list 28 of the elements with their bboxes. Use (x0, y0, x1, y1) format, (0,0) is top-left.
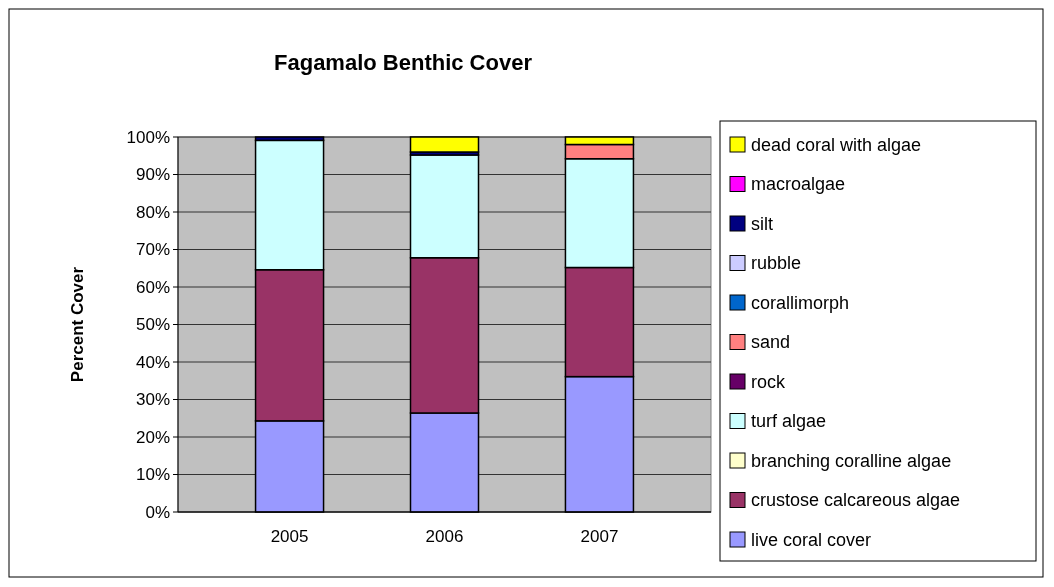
x-tick-label: 2006 (425, 527, 464, 546)
legend-label: crustose calcareous algae (751, 490, 961, 511)
legend-label: macroalgae (751, 174, 846, 195)
y-tick-label: 0% (145, 502, 170, 522)
y-tick-label: 10% (135, 465, 170, 485)
x-tick-label: 2005 (270, 527, 309, 546)
legend-label: rubble (751, 253, 802, 274)
legend-label: branching coralline algae (751, 450, 952, 471)
x-tick-label: 2007 (580, 527, 619, 546)
legend-label: turf algae (751, 411, 827, 432)
y-tick-label: 70% (135, 240, 170, 260)
legend-label: live coral cover (751, 529, 872, 550)
y-tick-label: 30% (135, 390, 170, 410)
legend-label: corallimorph (751, 292, 850, 313)
y-tick-label: 40% (135, 352, 170, 372)
y-tick-label: 50% (135, 315, 170, 335)
y-tick-label: 90% (135, 165, 170, 185)
y-axis-title: Percent Cover (68, 266, 87, 383)
y-tick-label: 100% (126, 127, 170, 147)
legend-label: dead coral with algae (751, 134, 922, 155)
legend-label: sand (751, 332, 791, 353)
bar (409, 136, 480, 153)
legend-label: silt (751, 213, 773, 234)
chart-title: Fagamalo Benthic Cover (274, 50, 533, 75)
legend-label: rock (751, 371, 786, 392)
y-tick-label: 80% (135, 202, 170, 222)
y-tick-label: 20% (135, 427, 170, 447)
y-tick-label: 60% (135, 277, 170, 297)
